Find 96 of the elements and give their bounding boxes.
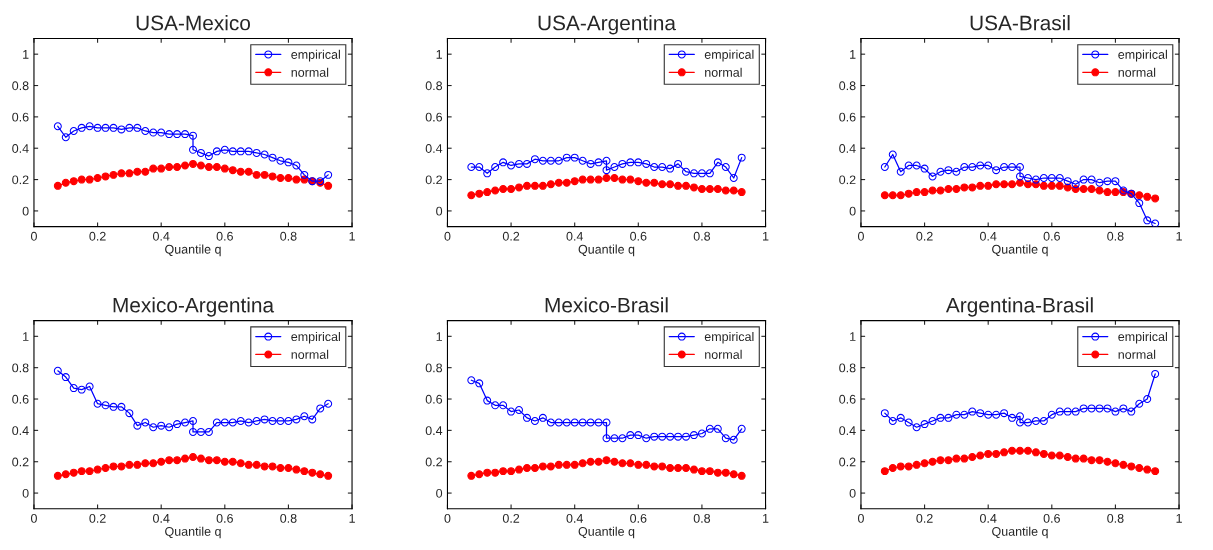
x-tick-label: 0.8 xyxy=(280,513,297,523)
x-axis-title: Quantile q xyxy=(165,526,221,539)
legend-label: normal xyxy=(1118,67,1156,77)
legend-label: empirical xyxy=(704,331,754,344)
x-tick-label: 0.6 xyxy=(630,231,647,241)
x-tick-label: 0 xyxy=(444,513,451,523)
y-tick-label: 0.4 xyxy=(12,426,29,436)
x-axis-title: Quantile q xyxy=(992,526,1048,539)
x-tick-label: 0.6 xyxy=(1043,513,1060,523)
legend-label: normal xyxy=(705,67,742,77)
y-tick-label: 0 xyxy=(849,206,856,216)
x-tick-label: 0.8 xyxy=(1107,513,1124,523)
y-tick-label: 0.6 xyxy=(12,112,29,122)
y-tick-label: 0.2 xyxy=(12,457,29,467)
y-tick-label: 0.4 xyxy=(12,144,29,153)
x-axis-title: Quantile q xyxy=(165,244,221,257)
x-tick-label: 0.2 xyxy=(89,231,106,241)
x-tick-label: 0.8 xyxy=(693,513,711,523)
x-tick-label: 0.2 xyxy=(916,513,933,523)
legend-label: empirical xyxy=(1118,331,1167,344)
legend-label: normal xyxy=(1118,349,1156,359)
x-tick-label: 1 xyxy=(1176,231,1182,241)
x-tick-label: 0.4 xyxy=(153,231,170,241)
legend-label: empirical xyxy=(1118,49,1167,62)
legend-label: normal xyxy=(291,67,329,77)
x-tick-label: 1 xyxy=(349,231,355,241)
y-tick-label: 0.4 xyxy=(425,144,443,153)
y-tick-label: 0 xyxy=(22,488,29,498)
y-tick-label: 0.2 xyxy=(12,175,29,185)
y-tick-label: 0 xyxy=(22,206,29,216)
x-tick-label: 0.8 xyxy=(1107,231,1124,241)
y-tick-label: 0.6 xyxy=(12,394,29,404)
x-tick-label: 0.6 xyxy=(1043,231,1060,241)
y-tick-label: 0.8 xyxy=(12,363,29,373)
y-tick-label: 0.6 xyxy=(425,394,443,404)
y-tick-label: 0.4 xyxy=(839,426,856,436)
y-tick-label: 0.8 xyxy=(425,81,443,91)
legend-label: empirical xyxy=(291,331,340,344)
y-tick-label: 1 xyxy=(436,332,442,341)
chart-title: Mexico-Brasil xyxy=(545,297,668,313)
chart-title: Mexico-Argentina xyxy=(113,297,275,317)
y-tick-label: 0.2 xyxy=(839,457,856,467)
y-tick-label: 1 xyxy=(850,332,856,341)
y-tick-label: 0.2 xyxy=(425,457,442,467)
x-tick-label: 1 xyxy=(349,514,355,523)
x-tick-label: 0.2 xyxy=(502,231,520,241)
x-tick-label: 0.6 xyxy=(630,513,647,523)
x-tick-label: 0 xyxy=(30,231,37,241)
x-tick-label: 0.4 xyxy=(566,513,584,523)
y-tick-label: 0.6 xyxy=(839,112,856,122)
x-tick-label: 0.6 xyxy=(216,231,233,241)
x-tick-label: 1 xyxy=(1176,514,1182,523)
y-tick-label: 0.6 xyxy=(839,394,856,404)
x-axis-title: Quantile q xyxy=(578,244,635,257)
y-tick-label: 1 xyxy=(23,332,29,341)
chart-title: USA-Argentina xyxy=(538,15,676,35)
legend-label: empirical xyxy=(704,49,754,62)
x-tick-label: 0.8 xyxy=(693,231,711,241)
x-tick-label: 0.4 xyxy=(979,513,997,523)
legend-label: normal xyxy=(705,349,742,359)
y-tick-label: 0.2 xyxy=(425,175,442,185)
y-tick-label: 0.2 xyxy=(839,175,856,185)
x-tick-label: 0.6 xyxy=(216,513,233,523)
x-axis-title: Quantile q xyxy=(992,244,1048,257)
x-tick-label: 0 xyxy=(857,513,864,523)
y-tick-label: 1 xyxy=(850,50,856,59)
y-tick-label: 0.8 xyxy=(839,363,856,373)
legend-label: empirical xyxy=(291,49,340,62)
x-tick-label: 0 xyxy=(30,513,37,523)
x-axis-title: Quantile q xyxy=(578,526,635,539)
chart-title: Argentina-Brasil xyxy=(945,297,1093,317)
x-tick-label: 0.2 xyxy=(502,513,520,523)
x-tick-label: 1 xyxy=(763,514,769,523)
x-tick-label: 0.2 xyxy=(89,513,106,523)
y-tick-label: 0.4 xyxy=(839,144,856,153)
y-tick-label: 0.8 xyxy=(12,81,29,91)
y-tick-label: 1 xyxy=(436,50,442,59)
y-tick-label: 0 xyxy=(436,488,443,498)
x-tick-label: 1 xyxy=(763,231,769,241)
x-tick-label: 0 xyxy=(444,231,451,241)
y-tick-label: 0.8 xyxy=(425,363,443,373)
x-tick-label: 0.4 xyxy=(979,231,997,241)
y-tick-label: 0.6 xyxy=(425,112,443,122)
x-tick-label: 0.2 xyxy=(916,231,933,241)
x-tick-label: 0.8 xyxy=(280,231,297,241)
x-tick-label: 0.4 xyxy=(153,513,170,523)
y-tick-label: 0.4 xyxy=(425,426,443,436)
y-tick-label: 0.8 xyxy=(839,81,856,91)
y-tick-label: 0 xyxy=(849,488,856,498)
x-tick-label: 0 xyxy=(857,231,864,241)
chart-title: USA-Mexico xyxy=(136,15,251,31)
y-tick-label: 1 xyxy=(23,50,29,59)
x-tick-label: 0.4 xyxy=(566,231,584,241)
chart-title: USA-Brasil xyxy=(970,15,1070,31)
y-tick-label: 0 xyxy=(436,206,443,216)
legend-label: normal xyxy=(291,349,329,359)
